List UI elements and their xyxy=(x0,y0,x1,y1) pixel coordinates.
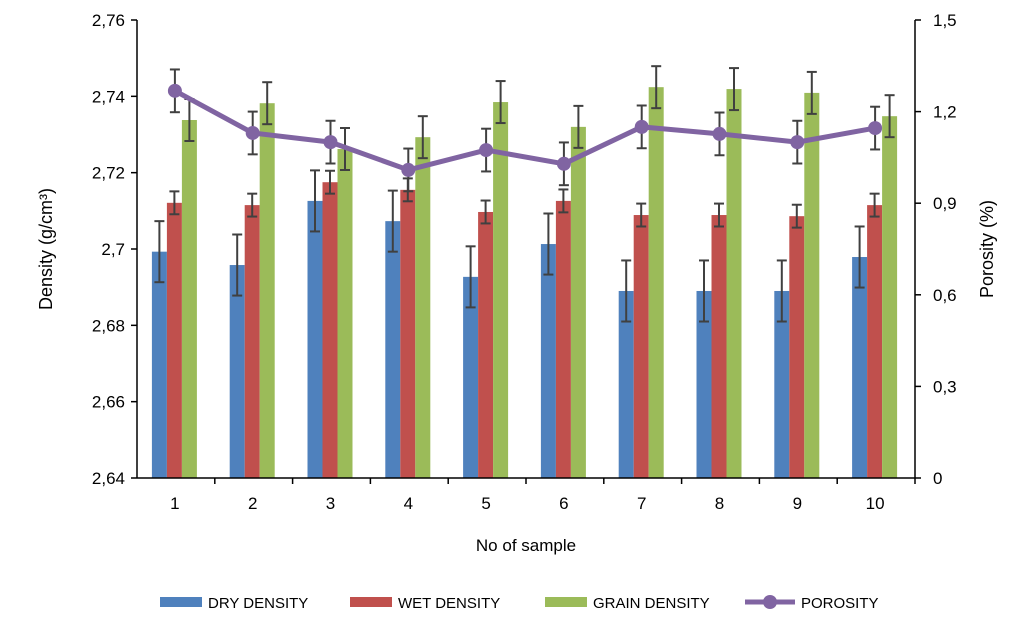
bar-grain-density xyxy=(726,89,742,478)
bar-dry-density xyxy=(463,276,479,478)
porosity-point xyxy=(556,156,571,171)
porosity-line xyxy=(173,88,876,173)
bar-grain-density xyxy=(415,137,431,478)
x-tick-label: 3 xyxy=(326,494,335,513)
bar-wet-density xyxy=(400,189,416,478)
porosity-point xyxy=(479,143,494,158)
bar-dry-density xyxy=(540,244,556,478)
y-tick-label: 2,74 xyxy=(92,87,125,106)
legend-label: DRY DENSITY xyxy=(208,595,308,612)
bar-dry-density xyxy=(852,257,868,478)
y-right-tick-label: 0 xyxy=(933,469,942,488)
y-axis-right-label: Porosity (%) xyxy=(977,200,997,298)
y-tick-label: 2,7 xyxy=(101,240,125,259)
y-right-tick-label: 1,2 xyxy=(933,103,957,122)
legend-label: WET DENSITY xyxy=(398,595,500,612)
x-tick-label: 6 xyxy=(559,494,568,513)
bar-wet-density xyxy=(711,215,727,478)
bar-grain-density xyxy=(882,116,898,479)
porosity-point xyxy=(868,121,883,136)
porosity-point xyxy=(790,135,805,150)
legend-label: GRAIN DENSITY xyxy=(593,595,710,612)
legend-swatch xyxy=(160,597,202,607)
bar-dry-density xyxy=(229,265,245,478)
porosity-point xyxy=(167,83,182,98)
bar-dry-density xyxy=(696,290,712,478)
x-tick-label: 5 xyxy=(481,494,490,513)
bar-wet-density xyxy=(867,205,883,478)
porosity-point xyxy=(401,162,416,177)
y-tick-label: 2,64 xyxy=(92,469,125,488)
legend-swatch xyxy=(545,597,587,607)
x-tick-label: 7 xyxy=(637,494,646,513)
y-right-tick-label: 0,6 xyxy=(933,286,957,305)
x-tick-label: 4 xyxy=(404,494,413,513)
bar-dry-density xyxy=(774,290,790,478)
y-tick-label: 2,72 xyxy=(92,164,125,183)
x-tick-label: 8 xyxy=(715,494,724,513)
legend: DRY DENSITY WET DENSITY GRAIN DENSITY POROS… xyxy=(160,595,879,612)
bar-grain-density xyxy=(804,92,820,479)
bar-wet-density xyxy=(478,211,494,478)
x-axis-label: No of sample xyxy=(476,536,576,555)
x-tick-label: 10 xyxy=(866,494,885,513)
bar-wet-density xyxy=(244,205,260,478)
y-right-tick-label: 0,9 xyxy=(933,194,957,213)
x-tick-label: 9 xyxy=(793,494,802,513)
bar-wet-density xyxy=(322,182,338,479)
bar-wet-density xyxy=(633,215,649,478)
bar-dry-density xyxy=(307,200,323,478)
porosity-point xyxy=(712,126,727,141)
y-tick-label: 2,66 xyxy=(92,393,125,412)
y-tick-label: 2,76 xyxy=(92,11,125,30)
y-axis-label: Density (g/cm³) xyxy=(36,188,56,310)
legend-marker xyxy=(763,595,777,609)
bar-wet-density xyxy=(555,200,571,478)
bar-grain-density xyxy=(259,103,275,478)
bar-grain-density xyxy=(648,87,664,478)
bar-grain-density xyxy=(493,102,509,478)
porosity-point xyxy=(634,119,649,134)
bar-dry-density xyxy=(618,290,634,478)
x-tick-label: 2 xyxy=(248,494,257,513)
bar-wet-density xyxy=(789,216,805,478)
y-tick-label: 2,68 xyxy=(92,316,125,335)
bar-grain-density xyxy=(570,126,586,478)
porosity-point xyxy=(245,125,260,140)
bar-grain-density xyxy=(181,119,197,478)
bar-dry-density xyxy=(151,251,167,478)
bar-dry-density xyxy=(385,221,401,478)
y-right-tick-label: 0,3 xyxy=(933,377,957,396)
legend-label: POROSITY xyxy=(801,595,879,612)
legend-swatch xyxy=(350,597,392,607)
porosity-point xyxy=(323,135,338,150)
x-tick-label: 1 xyxy=(170,494,179,513)
bar-wet-density xyxy=(166,202,182,478)
bar-grain-density xyxy=(337,149,353,478)
y-right-tick-label: 1,5 xyxy=(933,11,957,30)
